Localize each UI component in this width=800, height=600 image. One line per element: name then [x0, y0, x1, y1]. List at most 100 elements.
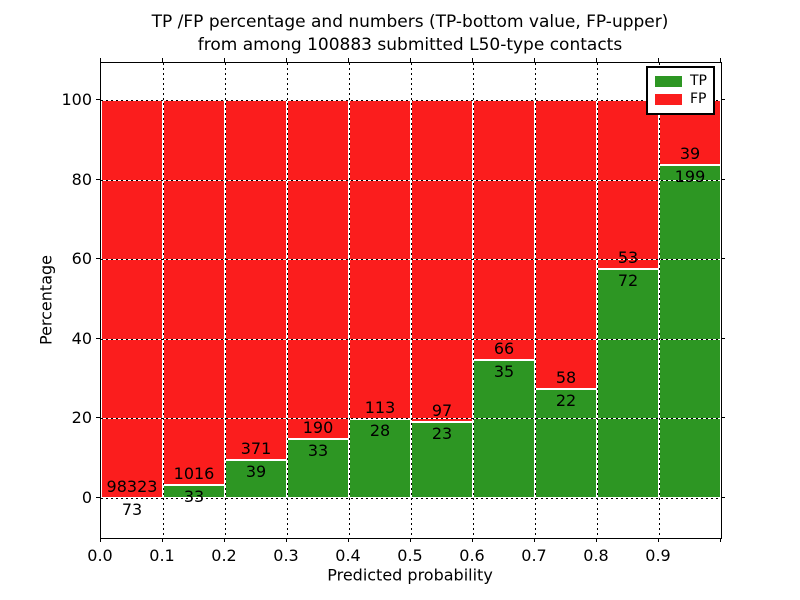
x-tick-top — [100, 58, 101, 62]
fp-count-label: 39 — [679, 144, 701, 164]
x-tick — [348, 538, 349, 542]
x-tick-top — [286, 58, 287, 62]
y-tick-right — [721, 497, 725, 498]
tp-count-label: 35 — [493, 362, 515, 382]
y-tick-label: 0 — [81, 488, 92, 507]
fp-count-label: 1016 — [173, 464, 215, 484]
y-tick-right — [721, 417, 725, 419]
fp-count-label: 113 — [364, 397, 396, 417]
x-tick-top — [596, 58, 597, 62]
fp-count-label: 97 — [431, 400, 453, 420]
y-tick-right — [721, 258, 725, 260]
legend-entry-tp: TP — [655, 73, 707, 89]
x-tick-label: 0.5 — [397, 546, 423, 565]
chart-title-line2: from among 100883 submitted L50-type con… — [197, 35, 623, 55]
y-tick-label: 60 — [71, 249, 92, 269]
fp-count-label: 98323 — [106, 476, 158, 496]
x-tick — [472, 538, 473, 542]
tp-count-label: 28 — [369, 420, 391, 440]
legend: TP FP — [646, 66, 715, 115]
x-tick — [596, 538, 597, 542]
x-tick-label: 0.3 — [273, 546, 299, 565]
x-tick-top — [658, 58, 659, 62]
x-tick-label: 0.2 — [211, 546, 237, 565]
x-tick-label: 0.0 — [87, 546, 113, 565]
x-tick-label: 0.6 — [459, 546, 485, 565]
bar-fp-segment — [101, 100, 163, 498]
tp-count-label: 73 — [121, 499, 143, 519]
x-tick-label: 0.8 — [583, 546, 609, 565]
x-tick-top — [162, 58, 163, 62]
gridline-vertical — [163, 63, 164, 538]
tp-count-label: 33 — [183, 487, 205, 507]
tp-count-label: 39 — [245, 462, 267, 482]
x-tick — [534, 538, 535, 542]
y-tick-label: 40 — [71, 328, 92, 348]
bar-fp-segment — [163, 100, 225, 486]
bar-fp-segment — [535, 100, 597, 389]
x-tick — [162, 538, 163, 542]
y-tick — [96, 178, 100, 180]
y-tick-right — [721, 337, 725, 339]
bar-tp-segment — [225, 460, 287, 498]
chart-title-line1: TP /FP percentage and numbers (TP-bottom… — [151, 12, 669, 32]
bar-tp-segment — [287, 439, 349, 498]
fp-count-label: 58 — [555, 367, 577, 387]
tp-count-label: 199 — [674, 167, 706, 187]
x-tick-label: 0.1 — [149, 546, 175, 565]
y-tick — [96, 258, 100, 260]
x-tick-label: 0.9 — [645, 546, 671, 565]
x-tick-top — [472, 58, 473, 62]
plot-area: 98323 73 1016 33 371 39 190 33 113 28 97 23 66 35 58 22… — [100, 62, 722, 539]
bar-fp-segment — [473, 100, 535, 361]
bar-fp-segment — [225, 100, 287, 461]
x-tick-top — [720, 58, 721, 62]
fp-count-label: 190 — [302, 418, 334, 438]
x-tick-top — [534, 58, 535, 62]
x-tick — [658, 538, 659, 542]
y-tick — [96, 417, 100, 419]
gridline-vertical — [659, 63, 660, 538]
chart-title: TP /FP percentage and numbers (TP-bottom… — [152, 11, 669, 57]
y-tick-label: 100 — [61, 90, 92, 109]
bar-tp-segment — [535, 388, 597, 498]
tp-count-label: 33 — [307, 441, 329, 461]
legend-label-tp: TP — [690, 73, 707, 89]
gridline-vertical — [287, 63, 288, 538]
y-tick-right — [721, 178, 725, 180]
y-tick — [96, 497, 100, 498]
x-tick-top — [348, 58, 349, 62]
x-axis-label: Predicted probability — [327, 565, 493, 585]
x-tick-label: 0.7 — [521, 546, 547, 565]
x-tick — [224, 538, 225, 542]
x-tick — [410, 538, 411, 542]
fp-count-label: 66 — [493, 339, 515, 359]
tp-count-label: 22 — [555, 390, 577, 410]
x-tick — [100, 538, 101, 542]
x-tick — [720, 538, 721, 542]
bar-fp-segment — [287, 100, 349, 440]
legend-label-fp: FP — [690, 91, 707, 107]
y-tick-label: 80 — [71, 169, 92, 189]
tp-count-label: 23 — [431, 423, 453, 443]
fp-count-label: 53 — [617, 247, 639, 267]
y-tick-right — [721, 99, 725, 100]
gridline-vertical — [411, 63, 412, 538]
x-tick-label: 0.4 — [335, 546, 361, 565]
gridline-vertical — [597, 63, 598, 538]
y-tick — [96, 99, 100, 100]
legend-entry-fp: FP — [655, 91, 707, 107]
tp-swatch-icon — [655, 76, 682, 87]
gridline-vertical — [225, 63, 226, 538]
y-tick-label: 20 — [71, 408, 92, 428]
x-tick-top — [410, 58, 411, 62]
gridline-vertical — [473, 63, 474, 538]
gridline-vertical — [349, 63, 350, 538]
x-tick-top — [224, 58, 225, 62]
fp-count-label: 371 — [240, 439, 272, 459]
fp-swatch-icon — [655, 94, 682, 105]
y-tick — [96, 337, 100, 339]
x-tick — [286, 538, 287, 542]
bar-tp-segment — [659, 165, 721, 498]
